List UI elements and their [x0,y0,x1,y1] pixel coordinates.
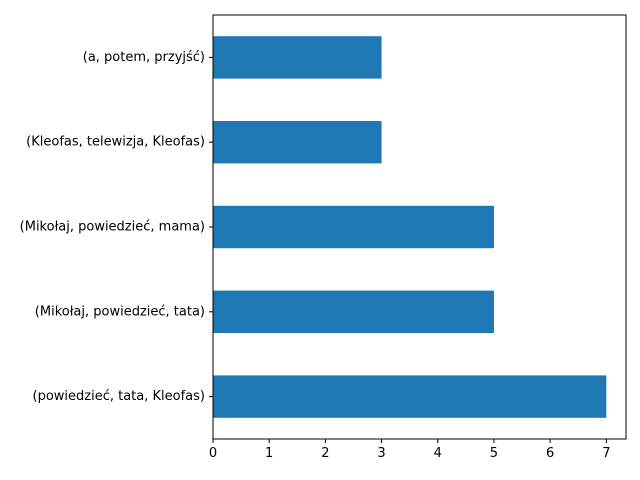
x-tick-label: 6 [546,446,554,461]
bars-group [213,36,607,418]
x-tick-label: 1 [265,446,273,461]
y-tick-label: (Mikołaj, powiedzieć, mama) [20,220,205,235]
bar [213,290,494,333]
y-tick-label: (Kleofas, telewizja, Kleofas) [26,135,205,150]
y-tick-label: (powiedzieć, tata, Kleofas) [33,389,206,404]
x-tick-label: 4 [434,446,442,461]
x-tick-label: 7 [602,446,610,461]
y-tick-label: (a, potem, przyjść) [83,50,205,65]
x-tick-label: 5 [490,446,498,461]
y-tick-label: (Mikołaj, powiedzieć, tata) [35,304,205,319]
bar [213,205,494,249]
bar [213,121,382,164]
y-axis-ticks: (a, potem, przyjść) (Kleofas, telewizja, … [20,50,213,404]
bar [213,36,382,79]
bar [213,375,607,418]
x-tick-label: 3 [377,446,385,461]
x-axis-ticks: 0 1 2 3 4 5 6 7 [209,439,610,461]
plot-frame [212,14,627,440]
x-tick-label: 0 [209,446,217,461]
x-tick-label: 2 [321,446,329,461]
